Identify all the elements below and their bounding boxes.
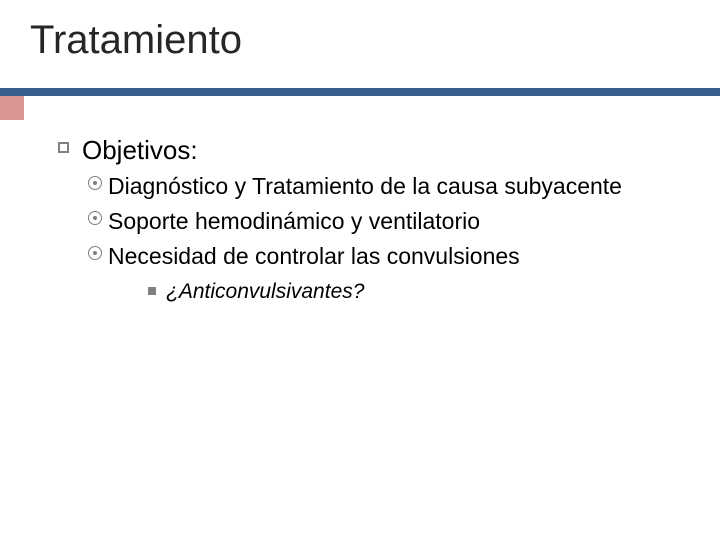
accent-square (0, 96, 24, 120)
bullet-level1-text: Objetivos: (82, 135, 198, 166)
bullet-level2-text: Soporte hemodinámico y ventilatorio (108, 207, 480, 236)
bullet-level2: Diagnóstico y Tratamiento de la causa su… (88, 172, 680, 201)
bullet-level2: Soporte hemodinámico y ventilatorio (88, 207, 680, 236)
target-bullet-icon (88, 211, 102, 225)
square-outline-bullet-icon (58, 142, 69, 153)
square-bullet-icon (148, 287, 156, 295)
bullet-level3-text: ¿Anticonvulsivantes? (166, 280, 364, 304)
bullet-level1: Objetivos: Diagnóstico y Tratamiento de … (60, 135, 680, 304)
accent-bar (0, 88, 720, 96)
slide-title: Tratamiento (30, 18, 242, 63)
slide-body: Objetivos: Diagnóstico y Tratamiento de … (60, 135, 680, 314)
bullet-level2-text: Necesidad de controlar las convulsiones (108, 242, 520, 271)
target-bullet-icon (88, 176, 102, 190)
bullet-level3: ¿Anticonvulsivantes? (148, 280, 680, 304)
target-bullet-icon (88, 246, 102, 260)
bullet-level2: Necesidad de controlar las convulsiones … (88, 242, 680, 305)
slide: Tratamiento Objetivos: Diagnóstico y Tra… (0, 0, 720, 540)
bullet-level2-text: Diagnóstico y Tratamiento de la causa su… (108, 172, 622, 201)
